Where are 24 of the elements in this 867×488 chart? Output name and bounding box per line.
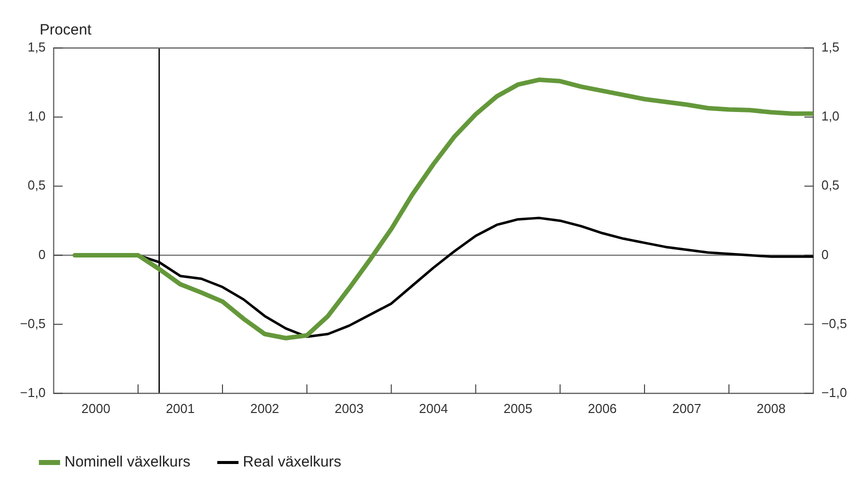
x-tick-label: 2008 [756,400,786,416]
y-tick-label: 1,0 [28,108,46,124]
x-tick-label: 2001 [166,400,195,416]
y2-tick-label: 0 [821,246,829,262]
y2-tick-label: 1,5 [821,40,840,55]
y2-tick-label: −0,5 [821,316,848,331]
x-tick-label: 2003 [334,400,364,416]
y-axis-title: Procent [40,22,92,39]
x-tick-label: 2007 [672,400,702,416]
y2-tick-label: 1,0 [821,108,840,124]
y-tick-label: 0 [38,246,46,262]
x-tick-label: 2004 [419,400,448,416]
y-tick-label: 0,5 [28,178,46,193]
x-tick-label: 2002 [250,400,280,416]
y-tick-label: 1,5 [28,40,46,55]
y-tick-label: −1,0 [20,384,46,400]
x-tick-label: 2000 [81,400,110,416]
y2-tick-label: −1,0 [821,384,848,400]
legend-label: Nominell växelkurs [64,454,190,471]
y2-tick-label: 0,5 [821,178,840,193]
legend-label: Real växelkurs [242,454,342,471]
x-tick-label: 2005 [503,400,532,416]
y-tick-label: −0,5 [20,316,46,331]
x-tick-label: 2006 [588,400,617,416]
